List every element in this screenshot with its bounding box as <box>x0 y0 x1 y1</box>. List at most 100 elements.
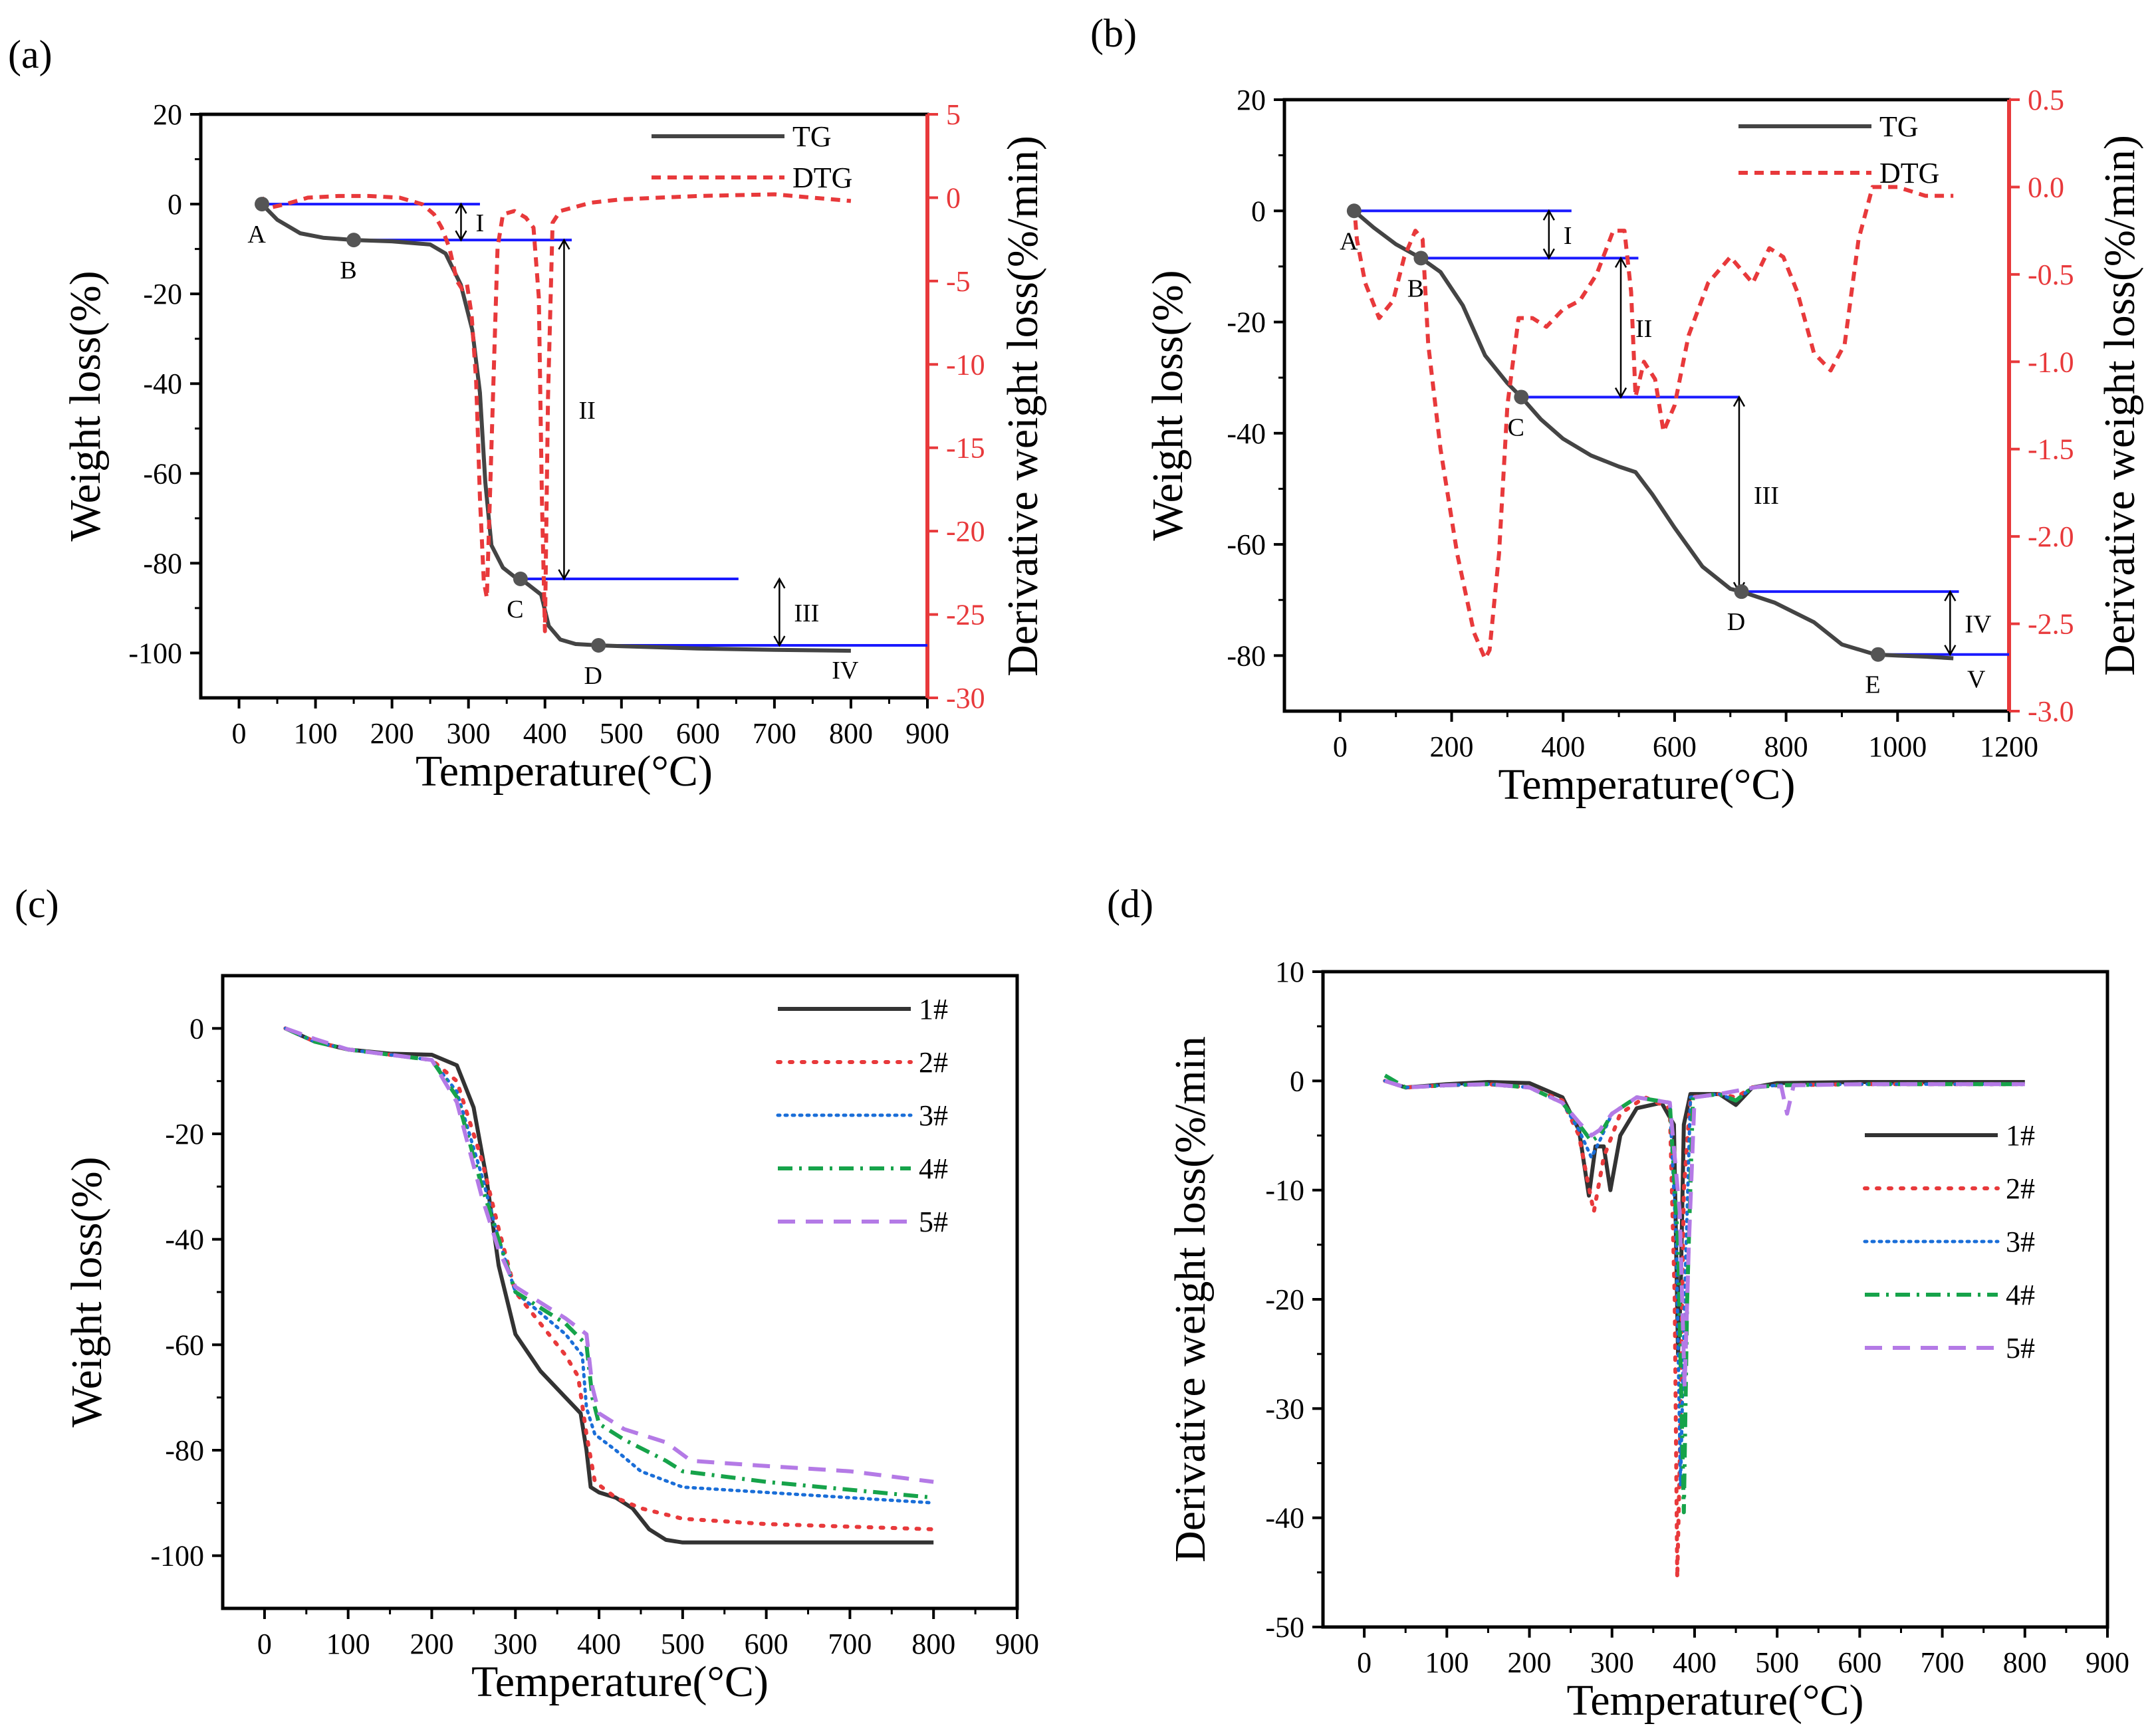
series-line-3 <box>1383 1079 2027 1487</box>
x-axis-label: Temperature(°C) <box>1567 1676 1864 1725</box>
legend-label: 2# <box>2006 1172 2035 1205</box>
y2-tick-label: -2.5 <box>2028 608 2074 641</box>
arrow-head-up <box>1944 590 1957 601</box>
legend-label: 4# <box>919 1152 948 1185</box>
y-tick-label: 20 <box>153 98 182 131</box>
legend-label: 5# <box>2006 1332 2035 1364</box>
point-label: B <box>340 257 356 284</box>
x-tick-label: 800 <box>829 717 873 750</box>
y2-tick-label: 0.0 <box>2028 171 2064 203</box>
y-tick-label: 0 <box>168 188 182 221</box>
point-label: A <box>1340 227 1358 255</box>
plot-frame <box>221 974 1019 1610</box>
stage-label: I <box>1564 222 1572 250</box>
x-tick-label: 0 <box>257 1628 272 1660</box>
series-group <box>283 1026 936 1545</box>
point-marker <box>1514 389 1529 405</box>
panel-b-label: (b) <box>1090 11 1137 55</box>
series-line-DTG <box>260 192 852 633</box>
x-tick-label: 400 <box>523 717 567 750</box>
x-tick-label: 200 <box>1430 730 1474 763</box>
x-tick-label: 700 <box>1921 1646 1965 1679</box>
x-tick-label: 300 <box>1590 1646 1634 1679</box>
legend-label: 2# <box>919 1046 948 1079</box>
y-tick-label: 10 <box>1275 956 1304 988</box>
series-group <box>1352 185 1954 661</box>
x-axis-label: Temperature(°C) <box>471 1658 769 1706</box>
arrow-head-up <box>1542 209 1555 221</box>
stage-label: IV <box>832 657 859 685</box>
series-line-4 <box>285 1026 934 1500</box>
y-tick-label: 0 <box>1290 1065 1304 1097</box>
y2-tick-label: -15 <box>946 432 985 465</box>
y-tick-label: -40 <box>1227 417 1266 450</box>
y-tick-label: -60 <box>165 1329 204 1361</box>
chart-b: 0 200 400 600 800 1000 1200200-20-40-60-800.50… <box>1143 84 2144 809</box>
x-tick-label: 900 <box>905 717 949 750</box>
series-line-2 <box>283 1026 936 1531</box>
legend-label: 5# <box>919 1206 948 1238</box>
y2-tick-label: 0.5 <box>2028 84 2064 116</box>
legend-label: 3# <box>2006 1226 2035 1258</box>
arrow-head-down <box>1944 645 1957 657</box>
x-tick-label: 300 <box>493 1628 537 1660</box>
point-marker <box>1413 251 1429 266</box>
y2-tick-label: -20 <box>946 515 985 548</box>
series-line-DTG <box>1352 185 1954 661</box>
point-marker <box>1734 584 1749 599</box>
series-line-5 <box>1384 1079 2025 1389</box>
y2-tick-label: -1.5 <box>2028 433 2074 466</box>
series-line-1 <box>285 1026 934 1545</box>
series-line-TG <box>1352 209 1954 661</box>
legend-label: 4# <box>2006 1279 2035 1311</box>
series-group <box>1383 1073 2027 1580</box>
y2-tick-label: -5 <box>946 265 971 298</box>
x-tick-label: 400 <box>577 1628 621 1660</box>
y-tick-label: -40 <box>1265 1502 1304 1535</box>
point-label: C <box>507 596 523 623</box>
y2-tick-label: -3.0 <box>2028 695 2074 728</box>
x-tick-label: 600 <box>1653 730 1697 763</box>
y-tick-label: -100 <box>150 1540 204 1573</box>
y2-tick-label: -10 <box>946 348 985 381</box>
x-tick-label: 0 <box>1333 730 1348 763</box>
y-tick-label: -40 <box>165 1224 204 1256</box>
x-tick-label: 800 <box>1764 730 1808 763</box>
stage-label: IV <box>1965 610 1992 638</box>
legend-label: TG <box>792 120 832 153</box>
chart-c: 0 100 200 300 400 500 600 700 800 900 0 -20 -40 -60 -8… <box>62 974 1039 1706</box>
stage-label: II <box>578 397 595 425</box>
y-tick-label: -80 <box>1227 639 1266 672</box>
y2-tick-label: -2.0 <box>2028 520 2074 553</box>
point-label: E <box>1865 671 1880 699</box>
x-tick-label: 900 <box>995 1628 1039 1660</box>
panel-c-label: (c) <box>15 882 59 926</box>
x-tick-label: 700 <box>753 717 796 750</box>
y2-tick-label: -30 <box>946 682 985 714</box>
point-marker <box>513 572 528 587</box>
y-axis-label: Weight loss(%) <box>61 271 110 541</box>
y2-axis-label: Derivative weight loss(%/min) <box>999 136 1047 677</box>
plot-frame <box>1321 970 2109 1629</box>
y2-axis-label: Derivative weight loss(%/min) <box>2095 135 2144 676</box>
y2-tick-label: -25 <box>946 599 985 631</box>
x-tick-label: 200 <box>1508 1646 1552 1679</box>
x-axis-label: Temperature(°C) <box>1498 760 1796 809</box>
stage-label: II <box>1635 315 1652 343</box>
y2-tick-label: 5 <box>946 98 961 131</box>
x-tick-label: 500 <box>600 717 644 750</box>
point-label: C <box>1508 413 1524 441</box>
point-marker <box>1870 647 1885 662</box>
x-tick-label: 0 <box>1357 1646 1372 1679</box>
y-tick-label: -100 <box>128 637 182 669</box>
x-tick-label: 200 <box>410 1628 453 1660</box>
x-tick-label: 0 <box>232 717 247 750</box>
x-tick-label: 100 <box>1425 1646 1469 1679</box>
chart-d: 0 100 200 300 400 500 600 700 800 900100-10-20-30… <box>1166 956 2129 1725</box>
x-tick-label: 700 <box>828 1628 872 1660</box>
y-tick-label: 0 <box>189 1012 204 1045</box>
x-tick-label: 400 <box>1673 1646 1717 1679</box>
stage-label: I <box>475 209 484 237</box>
y2-tick-label: -0.5 <box>2028 259 2074 291</box>
